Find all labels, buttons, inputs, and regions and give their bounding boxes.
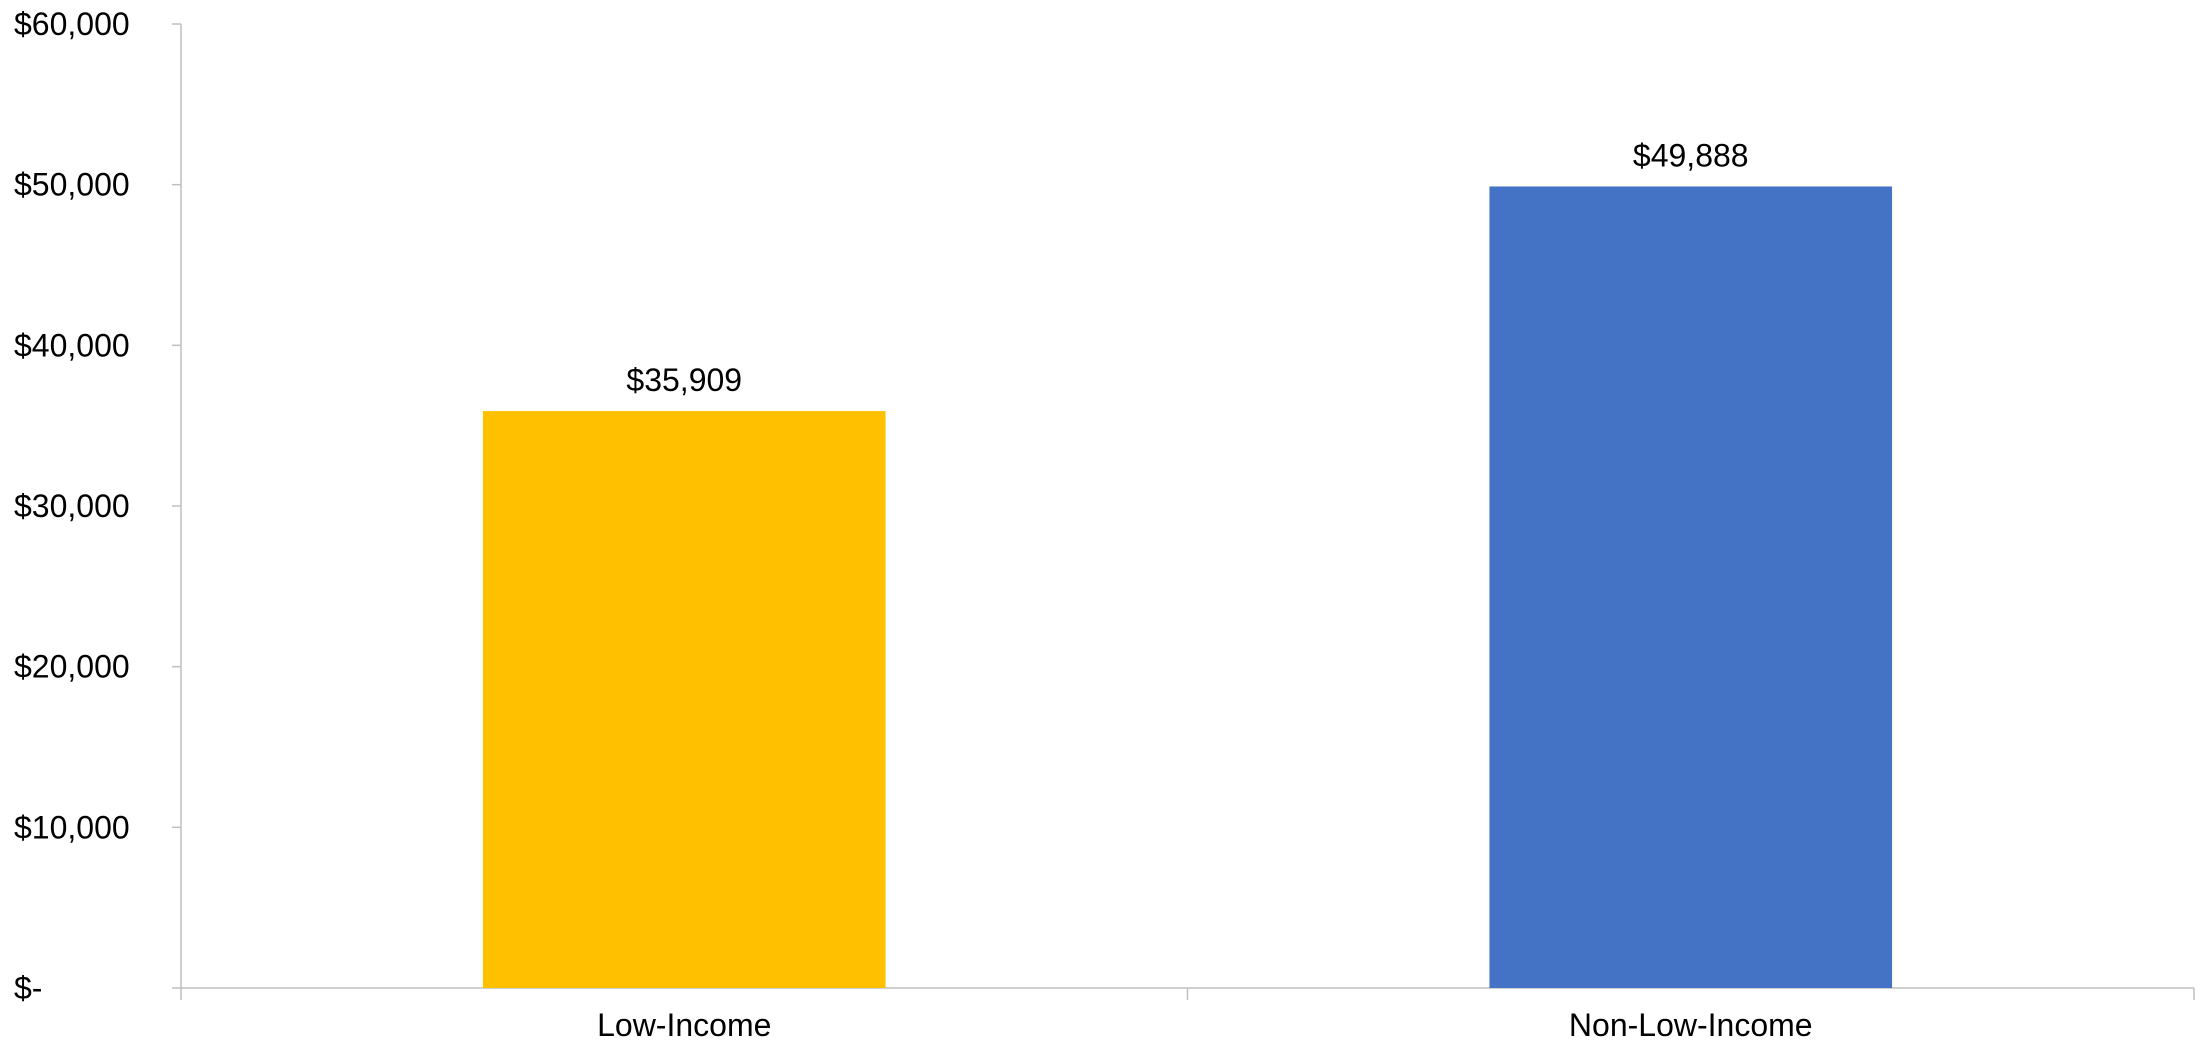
bars-layer xyxy=(482,186,1893,989)
y-tick-label: $40,000 xyxy=(14,327,130,363)
y-tick-label: $10,000 xyxy=(14,809,130,845)
category-label: Low-Income xyxy=(597,1007,771,1043)
y-tick-label: $30,000 xyxy=(14,488,130,524)
y-tick-label: $- xyxy=(14,970,42,1006)
data-label: $35,909 xyxy=(626,362,742,398)
y-tick-label: $50,000 xyxy=(14,167,130,203)
bar-non-low-income xyxy=(1489,186,1893,989)
category-label: Non-Low-Income xyxy=(1569,1007,1813,1043)
y-tick-label: $60,000 xyxy=(14,6,130,42)
bar-low-income xyxy=(482,411,886,988)
y-tick-label: $20,000 xyxy=(14,649,130,685)
data-label: $49,888 xyxy=(1633,137,1749,173)
labels-layer: $- $10,000 $20,000 $30,000 $40,000 $50,000 $60… xyxy=(14,6,1813,1043)
